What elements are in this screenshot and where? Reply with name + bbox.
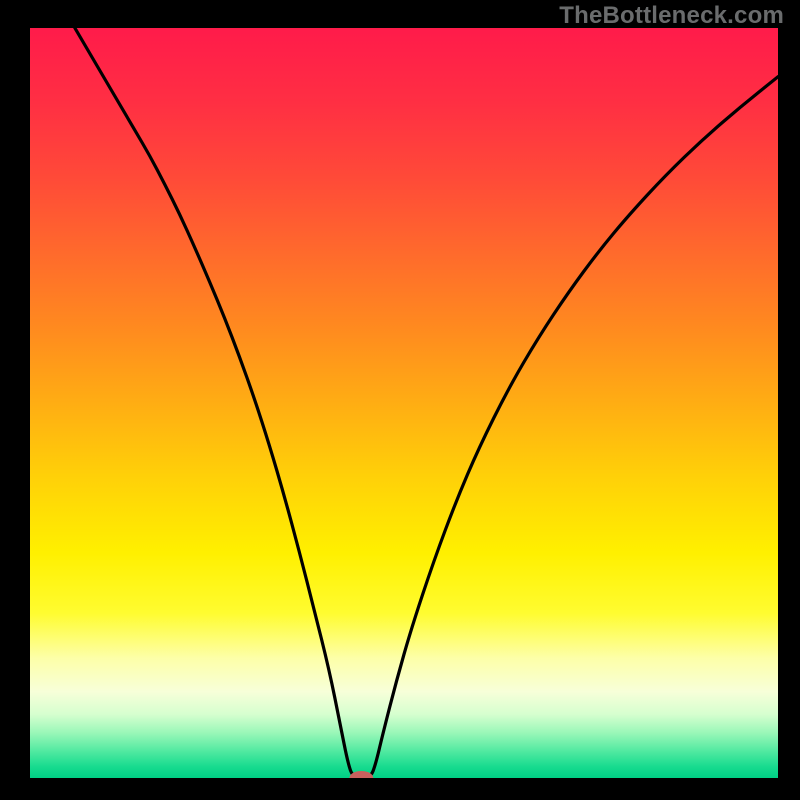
bottleneck-curve-chart — [0, 0, 800, 800]
watermark-text: TheBottleneck.com — [559, 2, 784, 30]
figure-container: TheBottleneck.com — [0, 0, 800, 800]
